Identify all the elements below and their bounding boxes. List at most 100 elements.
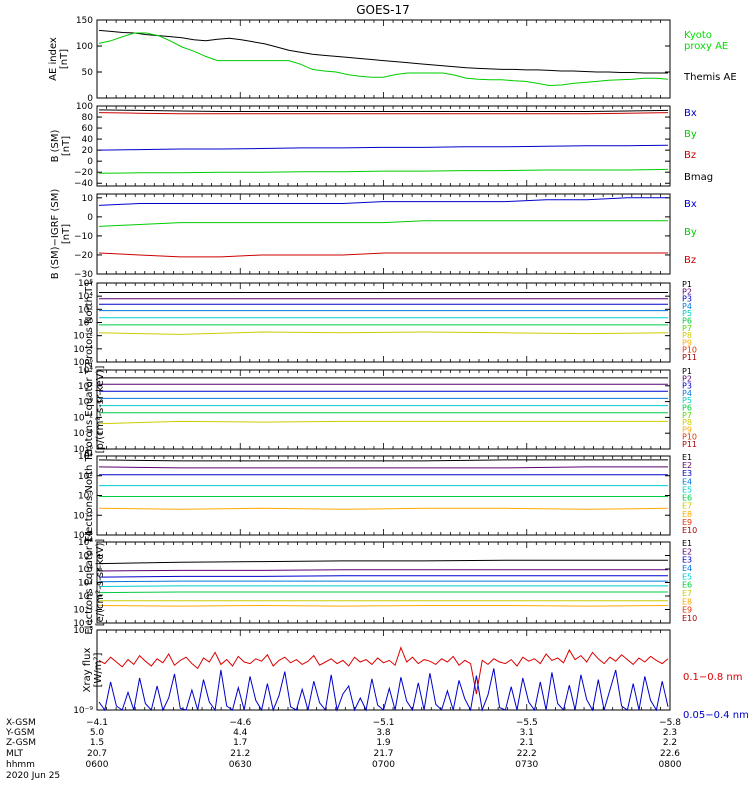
series-line-8 [98,604,669,607]
series-line-3 [98,144,669,151]
series-line-2 [98,569,668,572]
y-tick-label: −10 [74,232,93,242]
legend-label: P6 [682,404,692,413]
legend-label: E2 [682,461,692,470]
y-tick-label: 0 [87,213,93,223]
y-tick-label: 10⁴ [78,452,93,462]
series-line-7 [98,420,668,425]
legend-label: E7 [682,502,692,511]
legend-label: P2 [682,287,692,296]
y-tick-label: 40 [82,135,94,145]
legend-label: P9 [682,425,692,434]
legend-label: By [684,129,697,140]
legend-label: P4 [682,302,692,311]
x-tick-label: 1.9 [376,738,391,748]
y-tick-label: 0 [87,94,93,104]
series-line-2 [98,668,669,712]
legend-label: P4 [682,389,692,398]
legend-label: E5 [682,485,692,494]
y-tick-label: 10⁻² [73,511,93,521]
x-tick-label: 22.2 [517,749,537,759]
series-line-3 [98,252,668,258]
series-line-1 [98,459,668,462]
panel-frame [96,629,671,711]
legend-label: P3 [682,295,692,304]
x-tick-label: 0600 [86,760,109,770]
legend-label: 0.05−0.4 nm [683,710,749,721]
legend-label: E5 [682,572,692,581]
legend-label: By [684,227,697,238]
y-tick-label: 10⁸ [78,538,93,548]
x-axis-row-label: Y-GSM [5,728,34,738]
x-tick-label: 0800 [659,760,682,770]
legend-label: P8 [682,331,692,340]
y-axis-label: Protons Equator T2[p/(cm²-s-sr-keV)] [84,362,106,458]
x-tick-label: 0730 [515,760,538,770]
y-tick-label: 10⁻⁹ [73,706,93,716]
y-tick-label: 10⁴ [78,292,93,302]
legend-label: P11 [682,353,697,362]
series-line-1 [98,559,668,565]
y-tick-label: 10⁻⁴ [73,619,93,629]
legend-label: P10 [682,346,697,355]
legend-label: P1 [682,367,692,376]
legend-label: E4 [682,564,692,573]
panel-frame [96,193,671,275]
panel-8: 10⁻⁸ 10⁻⁹ Xray flux[W/m²] 0.1−0.8 nm 0.05−0.… [73,626,749,721]
x-tick-label: 5.0 [90,728,105,738]
legend-label: E1 [682,539,692,548]
x-tick-label: 20.7 [87,749,107,759]
y-tick-label: 50 [82,68,94,78]
x-tick-label: −5.1 [373,718,395,728]
y-tick-label: 10⁻⁸ [73,626,93,636]
legend-label: E7 [682,589,692,598]
legend-label: P5 [682,309,692,318]
panel-frame [96,19,671,99]
y-tick-label: 10² [78,472,93,482]
y-tick-label: 10⁻⁴ [73,345,93,355]
panel-frame [96,369,671,450]
plot-title: GOES-17 [356,3,410,17]
legend-label: Bx [684,108,697,119]
legend-label: 0.1−0.8 nm [683,672,742,683]
y-tick-label: 10 [82,194,94,204]
panel-frame [96,282,671,363]
x-tick-label: −5.5 [516,718,538,728]
y-tick-label: 10⁰ [78,319,93,329]
x-tick-label: 2.2 [663,738,677,748]
series-line-2 [98,220,668,227]
legend-label: E8 [682,597,692,606]
y-tick-label: 80 [82,113,94,123]
y-tick-label: 20 [82,146,94,156]
x-tick-label: 0700 [372,760,395,770]
y-tick-label: 100 [76,42,93,52]
y-tick-label: 10⁻⁴ [73,531,93,541]
legend-label: E10 [682,614,697,623]
y-tick-label: 10⁰ [78,492,93,502]
x-tick-label: 22.6 [660,749,680,759]
panel-frame [96,541,671,624]
series-line-1 [98,29,668,74]
series-line-1 [98,646,669,695]
y-axis-label: Electrons Equator T4[e/(cm²-s-sr-keV)] [84,530,106,634]
series-line-1 [98,197,668,206]
y-tick-label: 10⁶ [78,552,93,562]
y-tick-label: 60 [82,124,94,134]
legend-label: proxy AE [684,41,728,52]
legend-label: P1 [682,280,692,289]
y-axis-label: Xray flux[W/m²] [82,648,104,693]
x-tick-label: 21.7 [373,749,393,759]
y-tick-label: 10⁻² [73,606,93,616]
legend-label: Bx [684,199,697,210]
y-tick-label: 10⁻² [73,413,93,423]
legend-label: Kyoto [684,30,712,41]
y-tick-label: 10⁻⁴ [73,429,93,439]
x-tick-label: −4.1 [86,718,108,728]
legend-label: E8 [682,510,692,519]
legend-label: E6 [682,494,692,503]
series-line-3 [98,575,668,578]
